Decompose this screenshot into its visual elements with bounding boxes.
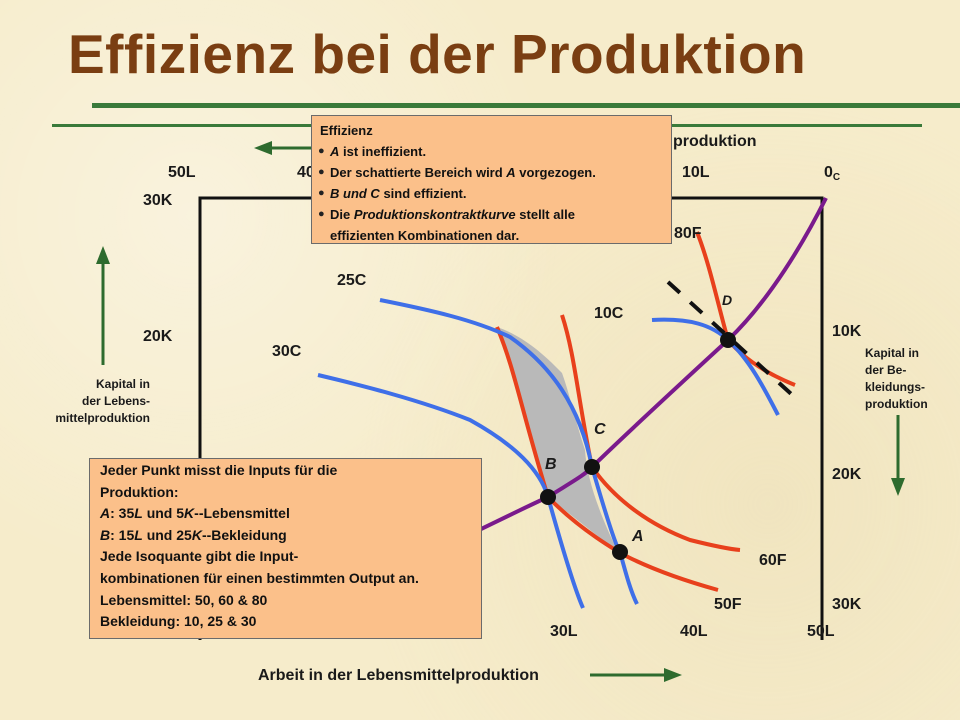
arrow-left-top [254, 141, 312, 155]
bottom-tick-50l: 50L [807, 623, 835, 640]
note-line-1: Jeder Punkt misst die Inputs für die [100, 462, 338, 478]
right-axis-label-line2: der Be- [865, 363, 906, 377]
left-axis-label-line1: Kapital in [96, 377, 150, 391]
top-tick-10l: 10L [682, 164, 710, 181]
top-tick-40: 40 [297, 164, 315, 181]
left-tick-30k: 30K [143, 192, 173, 209]
note-line-3: A: 35L und 5K--Lebensmittel [100, 505, 290, 522]
info-item-contract-curve: Die Produktionskontraktkurve stellt alle [318, 204, 663, 225]
isoquant-label-80f: 80F [674, 225, 702, 242]
contract-curve [447, 197, 828, 547]
left-axis-label-line3: mittelproduktion [55, 411, 150, 425]
point-c [584, 459, 600, 475]
note-line-7: Lebensmittel: 50, 60 & 80 [100, 591, 268, 608]
clothing-isoquant-30c [317, 373, 585, 609]
note-line-8: Bekleidung: 10, 25 & 30 [100, 613, 257, 630]
bottom-axis-label: Arbeit in der Lebensmittelproduktion [258, 667, 539, 684]
right-axis-label-line3: kleidungs- [865, 380, 925, 394]
info-box-heading: Effizienz [320, 123, 373, 138]
note-line-2: Produktion: [100, 483, 179, 500]
isoquant-label-60f: 60F [759, 552, 787, 569]
note-line-4: B: 15L und 25K--Bekleidung [100, 526, 287, 543]
left-tick-20k: 20K [143, 328, 173, 345]
right-axis-label-line1: Kapital in [865, 346, 919, 360]
point-b-label: B [545, 456, 557, 473]
top-origin: 0C [824, 164, 840, 183]
point-b [540, 489, 556, 505]
top-tick-50l: 50L [168, 164, 196, 181]
point-c-label: C [594, 421, 606, 438]
left-axis-label-line2: der Lebens- [82, 394, 150, 408]
right-tick-10k: 10K [832, 323, 862, 340]
note-line-6: kombinationen für einen bestimmten Outpu… [100, 569, 419, 586]
right-axis-label-line4: produktion [865, 397, 928, 411]
efficiency-info-box: Effizienz A ist ineffizient. Der schatti… [311, 115, 672, 244]
info-item-a-inefficient: A ist ineffizient. [318, 141, 663, 162]
right-tick-20k: 20K [832, 466, 862, 483]
info-item-shaded-region: Der schattierte Bereich wird A vorgezoge… [318, 162, 663, 183]
food-isoquant-50f [495, 326, 719, 592]
isoquant-label-30c: 30C [272, 343, 302, 360]
shaded-region [497, 327, 618, 552]
right-tick-30k: 30K [832, 596, 862, 613]
food-isoquant-60f [560, 314, 741, 552]
arrow-right-bottom [590, 668, 682, 682]
point-a-label: A [631, 528, 644, 545]
top-axis-label: produktion [673, 133, 757, 150]
isoquant-label-25c: 25C [337, 272, 367, 289]
bottom-tick-40l: 40L [680, 623, 708, 640]
isoquant-label-50f: 50F [714, 596, 742, 613]
arrow-down-right [891, 415, 905, 496]
page-title: Effizienz bei der Produktion [68, 23, 807, 85]
bottom-tick-30l: 30L [550, 623, 578, 640]
info-item-contract-curve-cont: effizienten Kombinationen dar. [330, 228, 520, 243]
point-d-label: D [722, 292, 732, 308]
isoquant-label-10c: 10C [594, 305, 624, 322]
point-a [612, 544, 628, 560]
point-d [720, 332, 736, 348]
arrow-up-left [96, 246, 110, 365]
note-line-5: Jede Isoquante gibt die Input- [100, 548, 299, 565]
info-item-b-c-efficient: B und C sind effizient. [318, 183, 663, 204]
title-underline [92, 103, 960, 108]
inputs-note-box: Jeder Punkt misst die Inputs für die Pro… [89, 458, 482, 639]
